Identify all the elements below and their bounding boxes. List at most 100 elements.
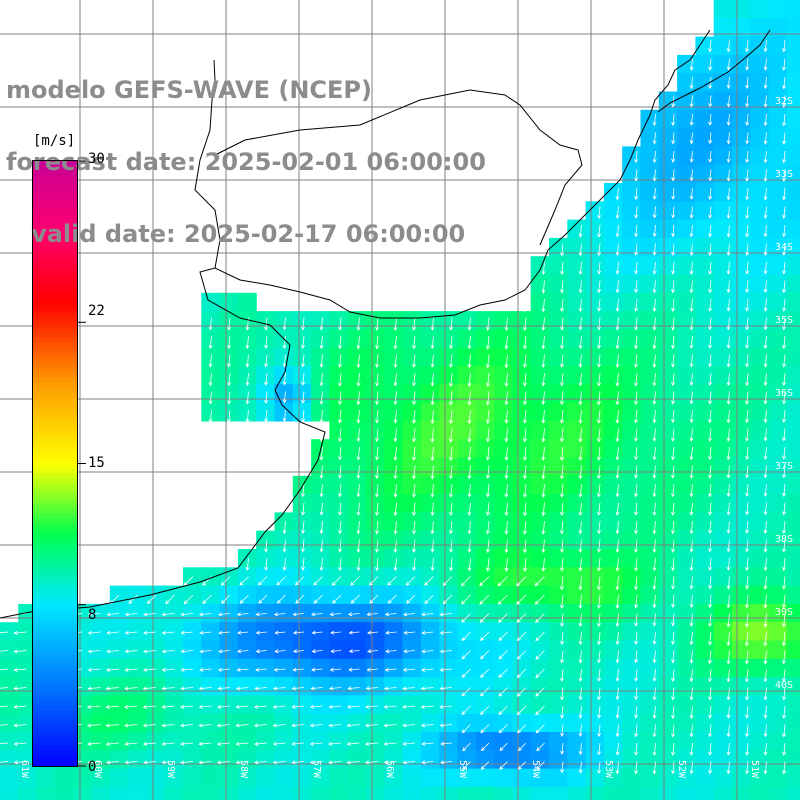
wind-arrow — [708, 705, 713, 720]
wind-arrow — [522, 428, 528, 443]
wind-speed-cell — [384, 567, 404, 587]
wind-speed-cell — [457, 366, 477, 385]
wind-arrow — [180, 649, 194, 654]
wind-arrow — [541, 317, 546, 331]
wind-arrow — [708, 132, 713, 145]
wind-speed-cell — [292, 494, 312, 513]
wind-speed-cell — [530, 256, 550, 276]
wind-speed-cell — [494, 475, 513, 495]
wind-speed-cell — [786, 439, 800, 459]
wind-arrow — [402, 723, 416, 728]
wind-arrow — [255, 630, 268, 635]
wind-speed-cell — [311, 713, 330, 733]
wind-arrow — [522, 372, 528, 387]
wind-arrow — [461, 613, 471, 623]
wind-arrow — [217, 612, 231, 617]
wind-speed-cell — [732, 128, 751, 147]
wind-speed-cell — [549, 384, 568, 404]
wind-speed-cell — [402, 640, 422, 660]
wind-speed-cell — [549, 494, 568, 513]
wind-speed-cell — [494, 567, 513, 587]
wind-speed-cell — [329, 439, 349, 459]
wind-speed-cell — [585, 420, 605, 440]
wind-arrow — [560, 557, 565, 572]
wind-speed-cell — [183, 750, 202, 770]
wind-speed-cell — [640, 219, 660, 239]
wind-speed-cell — [567, 750, 587, 770]
wind-speed-cell — [164, 677, 184, 696]
wind-speed-cell — [768, 256, 788, 276]
wind-arrow — [782, 372, 787, 387]
wind-speed-cell — [311, 732, 330, 751]
wind-arrow — [245, 335, 250, 350]
wind-arrow — [311, 667, 323, 672]
wind-arrow — [522, 520, 528, 535]
wind-arrow — [467, 409, 472, 425]
wind-speed-cell — [658, 109, 678, 129]
wind-speed-cell — [786, 109, 800, 129]
wind-speed-cell — [549, 713, 568, 733]
wind-arrow — [328, 723, 342, 728]
wind-arrow — [745, 539, 750, 553]
wind-speed-cell — [384, 457, 404, 477]
wind-arrow — [652, 428, 657, 442]
wind-arrow — [356, 465, 361, 480]
wind-speed-cell — [494, 750, 513, 770]
wind-arrow — [295, 594, 305, 604]
wind-arrow — [367, 630, 379, 635]
wind-speed-cell — [603, 420, 623, 440]
wind-arrow — [462, 742, 471, 752]
colorbar-segment — [33, 448, 77, 455]
wind-arrow — [615, 280, 620, 294]
wind-arrow — [689, 317, 694, 331]
wind-speed-cell — [677, 512, 696, 532]
wind-speed-cell — [622, 420, 642, 440]
wind-arrow — [366, 667, 379, 672]
wind-arrow — [726, 594, 731, 609]
wind-arrow — [498, 705, 508, 716]
wind-speed-cell — [256, 402, 276, 422]
wind-arrow — [236, 612, 249, 617]
wind-speed-cell — [512, 475, 532, 495]
wind-arrow — [440, 741, 453, 746]
wind-arrow — [467, 372, 472, 387]
wind-arrow — [541, 335, 546, 350]
wind-speed-cell — [512, 658, 532, 678]
wind-arrow — [402, 741, 416, 746]
wind-arrow — [227, 317, 232, 331]
wind-speed-cell — [530, 732, 550, 751]
wind-arrow — [726, 243, 731, 257]
wind-arrow — [393, 317, 398, 331]
colorbar-segment — [33, 201, 77, 207]
wind-speed-cell — [750, 475, 770, 495]
colorbar-segment — [33, 408, 77, 414]
wind-speed-cell — [603, 713, 623, 733]
colorbar-segment — [33, 251, 77, 258]
wind-arrow — [615, 724, 620, 738]
wind-arrow — [338, 539, 343, 553]
wind-speed-cell — [0, 713, 19, 733]
wind-arrow — [124, 723, 138, 728]
wind-arrow — [671, 261, 676, 275]
wind-arrow — [578, 261, 583, 275]
wind-speed-cell — [786, 219, 800, 239]
wind-arrow — [375, 335, 380, 350]
wind-arrow — [541, 539, 546, 554]
wind-speed-cell — [695, 622, 715, 642]
wind-speed-cell — [658, 274, 678, 294]
wind-arrow — [763, 261, 768, 275]
wind-speed-cell — [603, 494, 623, 513]
coastline — [0, 29, 771, 619]
wind-arrow — [578, 502, 583, 517]
wind-arrow — [652, 409, 657, 424]
wind-arrow — [745, 187, 750, 201]
wind-arrow — [763, 206, 768, 219]
wind-arrow — [430, 557, 435, 572]
wind-speed-cell — [658, 256, 678, 276]
wind-speed-cell — [512, 677, 532, 696]
wind-arrow — [578, 224, 583, 238]
wind-arrow — [745, 39, 750, 53]
wind-speed-cell — [677, 603, 696, 623]
wind-arrow — [597, 298, 602, 312]
